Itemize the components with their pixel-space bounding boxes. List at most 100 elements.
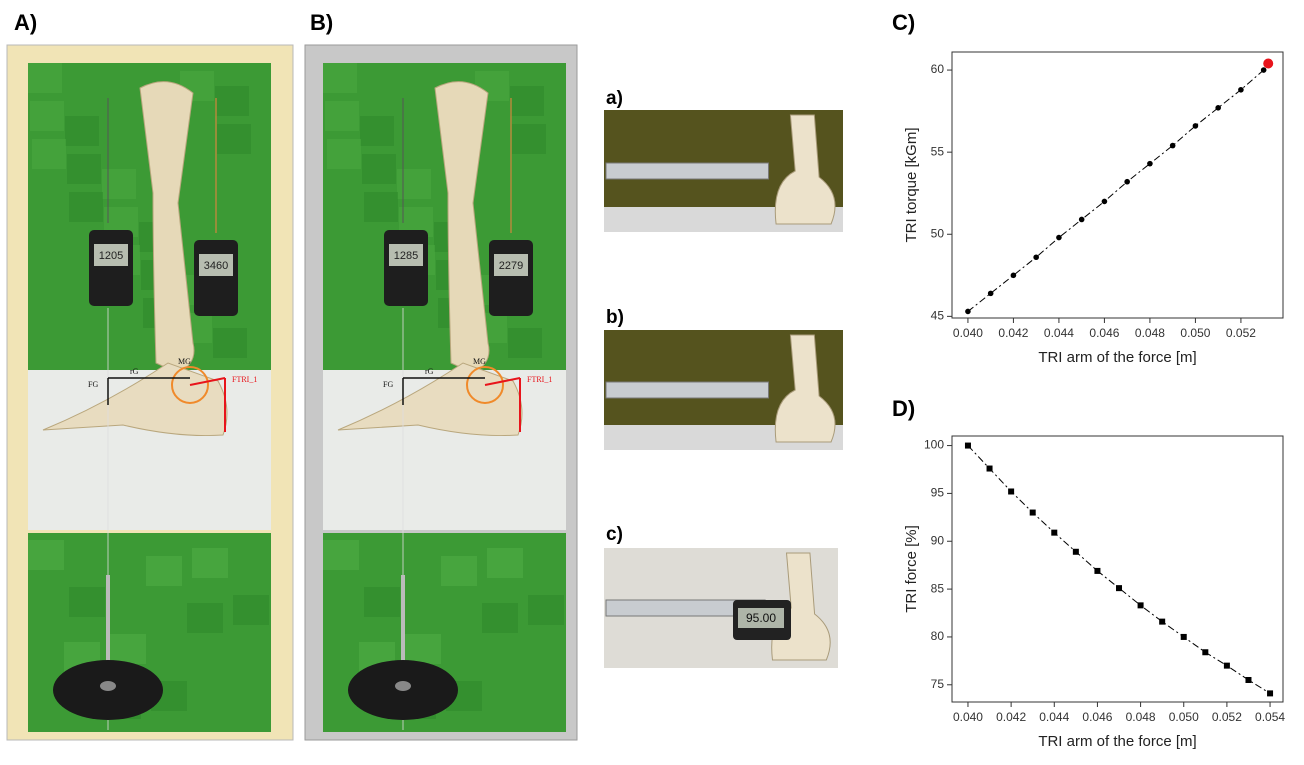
point	[1147, 161, 1153, 167]
x-tick-label: 0.048	[1126, 710, 1156, 724]
x-tick-label: 0.042	[996, 710, 1026, 724]
panel-label: B)	[310, 10, 333, 35]
backdrop-patch	[528, 595, 564, 625]
backdrop-patch	[405, 634, 441, 664]
annotation: FG	[383, 380, 393, 389]
chart-title: D)	[892, 396, 915, 421]
backdrop-patch	[69, 192, 103, 222]
annotation: FG	[88, 380, 98, 389]
point	[1079, 217, 1085, 223]
x-tick-label: 0.042	[998, 326, 1028, 340]
y-axis-label: TRI torque [kGm]	[903, 127, 920, 242]
backdrop-patch	[217, 124, 251, 154]
annotation: FTRI_1	[232, 375, 257, 384]
backdrop-patch	[510, 86, 544, 116]
point	[1170, 143, 1176, 149]
annotation: rG	[425, 367, 434, 376]
point	[1181, 634, 1187, 640]
plot-frame	[952, 52, 1283, 318]
backdrop-patch	[362, 154, 396, 184]
weight-hole	[395, 681, 411, 691]
point	[987, 466, 993, 472]
point	[1033, 254, 1039, 260]
point	[988, 291, 994, 297]
point	[965, 309, 971, 315]
backdrop-patch	[110, 634, 146, 664]
scale	[489, 240, 533, 316]
scale	[89, 230, 133, 306]
y-tick-label: 55	[931, 144, 945, 158]
backdrop-patch	[482, 603, 518, 633]
backdrop-patch	[192, 548, 228, 578]
backdrop-patch	[28, 540, 64, 570]
point	[1008, 488, 1014, 494]
backdrop-patch	[323, 63, 357, 93]
backdrop-patch	[441, 556, 477, 586]
x-tick-label: 0.040	[953, 710, 983, 724]
backdrop-patch	[327, 139, 361, 169]
photo	[604, 330, 843, 450]
backdrop-patch	[67, 154, 101, 184]
x-tick-label: 0.044	[1044, 326, 1074, 340]
point	[1051, 530, 1057, 536]
caliper	[606, 382, 769, 398]
x-axis-label: TRI arm of the force [m]	[1038, 349, 1196, 366]
point	[1202, 649, 1208, 655]
photo: 95.00	[604, 548, 838, 668]
chart-title: C)	[892, 10, 915, 35]
scale-reading: 2279	[499, 260, 523, 272]
y-tick-label: 60	[931, 62, 945, 76]
backdrop-patch	[397, 169, 431, 199]
annotation: MG	[178, 357, 191, 366]
y-tick-label: 75	[931, 677, 945, 691]
point	[1138, 602, 1144, 608]
annotation: FTRI_1	[527, 375, 552, 384]
scale	[384, 230, 428, 306]
point	[1224, 663, 1230, 669]
backdrop-patch	[30, 101, 64, 131]
y-axis-label: TRI force [%]	[903, 525, 920, 613]
backdrop-patch	[325, 101, 359, 131]
weight-hole	[100, 681, 116, 691]
y-tick-label: 85	[931, 581, 945, 595]
y-tick-label: 45	[931, 309, 945, 323]
y-tick-label: 50	[931, 226, 945, 240]
figure: A) B) a) b) c) 12053460MGrGFGFTRI_112852…	[0, 0, 1304, 760]
y-tick-label: 100	[924, 438, 944, 452]
backdrop-patch	[69, 587, 105, 617]
backdrop-patch	[102, 169, 136, 199]
point	[965, 443, 971, 449]
x-tick-label: 0.046	[1082, 710, 1112, 724]
x-tick-label: 0.046	[1089, 326, 1119, 340]
plot-frame	[952, 436, 1283, 702]
caliper-reading: 95.00	[746, 611, 776, 625]
backdrop-patch	[187, 603, 223, 633]
backdrop-patch	[213, 328, 247, 358]
point	[1094, 568, 1100, 574]
backdrop-patch	[487, 548, 523, 578]
scale	[194, 240, 238, 316]
x-tick-label: 0.052	[1212, 710, 1242, 724]
backdrop-patch	[360, 116, 394, 146]
caliper	[606, 163, 769, 179]
panel-label: c)	[606, 524, 623, 545]
scale-reading: 3460	[204, 260, 228, 272]
annotation: rG	[130, 367, 139, 376]
point	[1116, 585, 1122, 591]
point	[1030, 510, 1036, 516]
point	[1011, 273, 1017, 279]
point	[1056, 235, 1062, 241]
point	[1245, 677, 1251, 683]
point	[1193, 123, 1199, 129]
point	[1159, 619, 1165, 625]
y-tick-label: 95	[931, 486, 945, 500]
panel-label: A)	[14, 10, 37, 35]
backdrop-patch	[146, 556, 182, 586]
backdrop-patch	[364, 192, 398, 222]
backdrop-patch	[364, 587, 400, 617]
backdrop-patch	[512, 124, 546, 154]
x-tick-label: 0.040	[953, 326, 983, 340]
point	[1238, 87, 1244, 93]
panel-label: a)	[606, 88, 623, 109]
